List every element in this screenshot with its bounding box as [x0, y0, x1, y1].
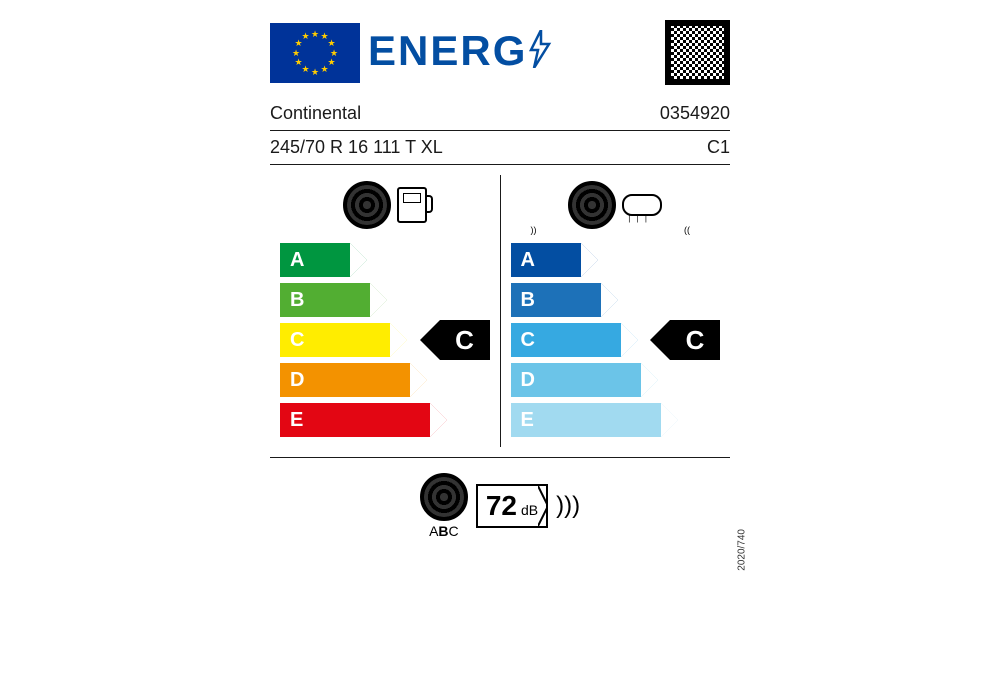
- tire-size: 245/70 R 16 111 T XL: [270, 137, 443, 158]
- fuel-bar-a: A: [280, 243, 350, 277]
- tire-noise-icon: [420, 473, 468, 521]
- noise-value: 72: [486, 490, 517, 522]
- brand-name: Continental: [270, 103, 361, 124]
- wet-bar-e: E: [511, 403, 661, 437]
- fuel-bar-c: C: [280, 323, 390, 357]
- wet-bar-b: B: [511, 283, 601, 317]
- brand-row: Continental 0354920: [270, 97, 730, 131]
- rating-charts: ABCCDE )) (( ABCCDE: [270, 175, 730, 447]
- wet-row-b: B: [511, 283, 721, 317]
- fuel-row-a: A: [280, 243, 490, 277]
- fuel-bar-b: B: [280, 283, 370, 317]
- wet-bar-a: A: [511, 243, 581, 277]
- fuel-row-c: CC: [280, 323, 490, 357]
- wet-bar-c: C: [511, 323, 621, 357]
- spec-row: 245/70 R 16 111 T XL C1: [270, 131, 730, 165]
- wet-row-c: CC: [511, 323, 721, 357]
- energy-label: ★★★★★★★★★★★★ ENERG Continental 0354920 2…: [270, 20, 730, 539]
- sound-wave-icon: ))): [556, 492, 580, 520]
- label-header: ★★★★★★★★★★★★ ENERG: [270, 20, 730, 85]
- wet-row-e: E: [511, 403, 721, 437]
- energy-title: ENERG: [368, 27, 657, 78]
- wet-rating-marker: C: [670, 320, 720, 360]
- noise-class-indicator: ABC: [420, 523, 468, 539]
- rain-cloud-icon: )) ((: [511, 175, 721, 235]
- fuel-row-d: D: [280, 363, 490, 397]
- fuel-row-e: E: [280, 403, 490, 437]
- product-code: 0354920: [660, 103, 730, 124]
- fuel-rating-marker: C: [440, 320, 490, 360]
- wet-row-d: D: [511, 363, 721, 397]
- noise-value-box: 72 dB: [476, 484, 548, 528]
- qr-code-icon[interactable]: [665, 20, 730, 85]
- fuel-row-b: B: [280, 283, 490, 317]
- wet-bar-d: D: [511, 363, 641, 397]
- tire-class: C1: [707, 137, 730, 158]
- fuel-pump-icon: [280, 175, 490, 235]
- lightning-icon: [527, 30, 553, 78]
- eu-flag-icon: ★★★★★★★★★★★★: [270, 23, 360, 83]
- noise-section: ABC 72 dB ))): [270, 457, 730, 539]
- fuel-bar-d: D: [280, 363, 410, 397]
- noise-unit: dB: [521, 502, 538, 518]
- wet-row-a: A: [511, 243, 721, 277]
- fuel-bar-e: E: [280, 403, 430, 437]
- energy-word: ENERG: [368, 27, 527, 74]
- wet-grip-chart: )) (( ABCCDE: [501, 175, 731, 447]
- regulation-number: 2020/740: [737, 529, 748, 571]
- fuel-efficiency-chart: ABCCDE: [270, 175, 501, 447]
